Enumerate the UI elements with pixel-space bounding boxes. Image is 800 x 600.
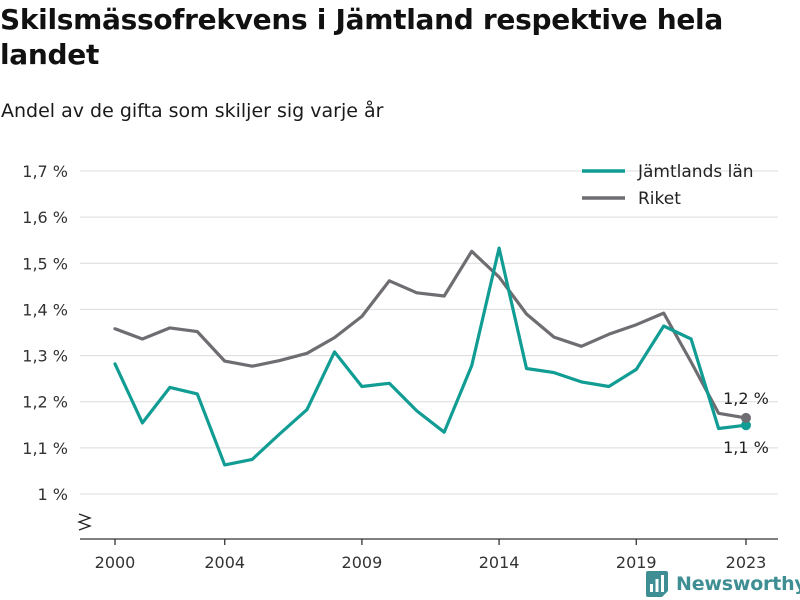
end-value-label: 1,1 % xyxy=(723,438,769,457)
newsworthy-logo-icon xyxy=(646,571,668,597)
y-tick-label: 1,5 % xyxy=(22,254,68,273)
grid-lines xyxy=(80,170,778,495)
chart-subtitle: Andel av de gifta som skiljer sig varje … xyxy=(1,100,384,122)
x-tick-label: 2004 xyxy=(204,553,245,572)
x-tick-label: 2023 xyxy=(726,553,767,572)
y-tick-label: 1,2 % xyxy=(22,393,68,412)
series-lines xyxy=(113,246,751,467)
brand-name: Newsworthy xyxy=(676,573,800,595)
end-point-marker xyxy=(741,420,751,431)
x-tick-label: 2014 xyxy=(479,553,520,572)
y-tick-label: 1,1 % xyxy=(22,439,68,458)
end-point-marker xyxy=(741,412,751,423)
end-value-label: 1,2 % xyxy=(723,389,769,408)
x-tick-label: 2000 xyxy=(95,553,136,572)
y-tick-label: 1,4 % xyxy=(22,300,68,319)
legend-label: Riket xyxy=(638,189,681,209)
axes: 1 % 1,1 % 1,2 % 1,3 % 1,4 % 1,5 % 1,6 % 1,7 % 20… xyxy=(22,162,778,572)
y-axis-break-icon xyxy=(77,513,92,531)
legend-label: Jämtlands län xyxy=(637,162,754,182)
data-labels: 1,1 % 1,2 % xyxy=(723,389,769,457)
y-tick-label: 1,3 % xyxy=(22,347,68,366)
brand-logo: Newsworthy xyxy=(645,569,800,599)
x-tick-label: 2019 xyxy=(616,553,657,572)
series-line-jamtland xyxy=(113,246,748,467)
y-tick-label: 1 % xyxy=(38,485,68,504)
chart-title: Skilsmässofrekvens i Jämtland respektive… xyxy=(0,3,723,71)
y-tick-label: 1,6 % xyxy=(22,208,68,227)
series-line-riket xyxy=(113,249,748,420)
x-tick-label: 2009 xyxy=(342,553,383,572)
legend: Jämtlands län Riket xyxy=(582,162,754,209)
y-tick-label: 1,7 % xyxy=(22,162,68,181)
